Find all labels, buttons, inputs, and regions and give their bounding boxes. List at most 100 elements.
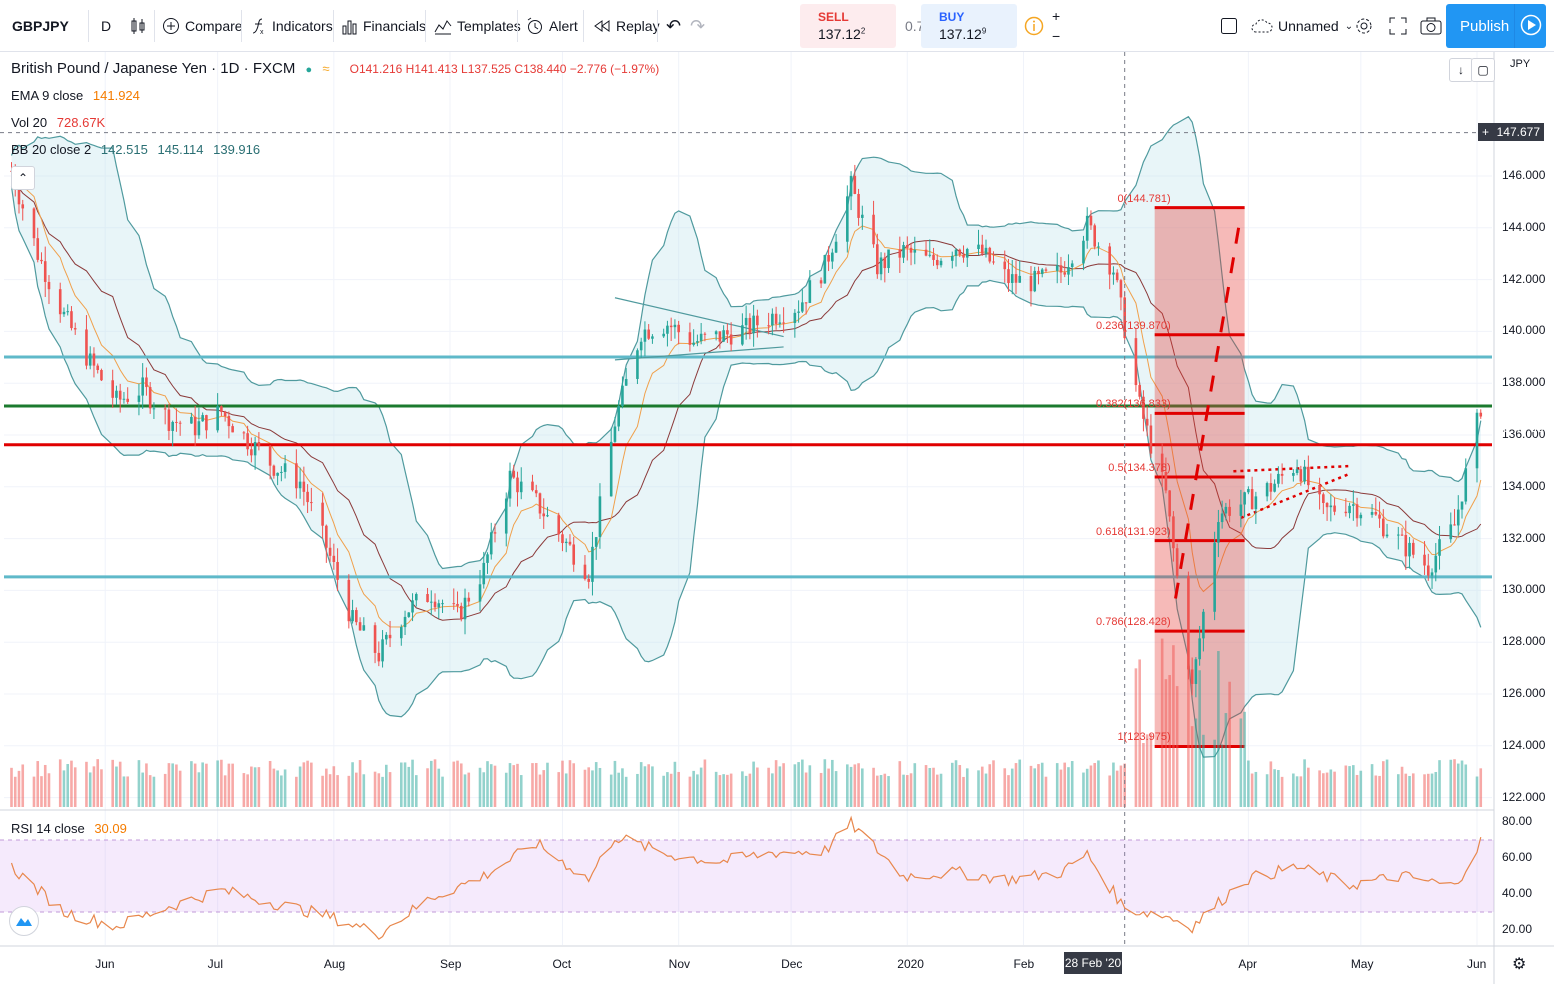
volume-bar	[831, 759, 834, 807]
candle-body	[1254, 496, 1258, 510]
interval-button[interactable]: D	[101, 0, 111, 52]
volume-bar	[73, 767, 77, 807]
candle-body	[1014, 274, 1018, 283]
chevron-down-icon: ⌄	[1344, 20, 1354, 32]
price-chart[interactable]	[0, 52, 1554, 984]
candle-body	[1067, 267, 1070, 275]
fullscreen-button[interactable]	[1389, 0, 1412, 52]
indicator-status-icon: ●	[305, 64, 313, 76]
templates-button[interactable]: Templates	[434, 0, 521, 52]
volume-bar	[1187, 666, 1190, 807]
candle-body	[748, 317, 752, 334]
volume-bar	[583, 769, 587, 807]
candle-body	[1243, 492, 1246, 505]
volume-bar	[197, 772, 201, 807]
candle-body	[932, 254, 935, 260]
quantity-minus-button[interactable]: −	[1052, 26, 1060, 46]
candle-body	[1217, 522, 1220, 543]
candle-body	[347, 579, 351, 622]
candle-body	[1325, 503, 1329, 508]
volume-bar	[980, 766, 984, 807]
volume-bar	[310, 762, 313, 807]
fib-level-label: 0.618(131.923)	[1096, 525, 1171, 538]
time-tick: Sep	[440, 957, 462, 971]
crosshair-date-tag: 28 Feb '20	[1064, 952, 1122, 974]
candle-body	[231, 426, 234, 433]
volume-bar	[325, 768, 328, 807]
volume-bar	[564, 773, 568, 807]
channel-top-line	[1233, 464, 1350, 473]
candle-body	[1172, 516, 1175, 549]
chart-type-button[interactable]	[130, 0, 151, 52]
candle-body	[1295, 469, 1299, 474]
axis-settings-button[interactable]: ⚙	[1512, 954, 1526, 974]
restore-pane-button[interactable]: ▢	[1471, 58, 1495, 82]
candle-body	[950, 255, 954, 261]
buy-button[interactable]: BUY 137.129	[921, 4, 1017, 48]
volume-bar	[846, 764, 849, 807]
legend-ema: EMA 9 close 141.924	[11, 88, 146, 103]
volume-bar	[965, 768, 969, 807]
volume-bar	[992, 760, 995, 807]
quantity-plus-button[interactable]: +	[1052, 6, 1060, 26]
collapse-legend-button[interactable]: ⌃	[11, 166, 35, 190]
select-checkbox[interactable]	[1220, 0, 1243, 52]
volume-bar	[167, 763, 171, 807]
volume-bar	[594, 762, 598, 807]
candle-body	[703, 333, 707, 335]
redo-button[interactable]: ↷	[690, 0, 705, 52]
volume-bar	[385, 764, 388, 807]
replay-button[interactable]: Replay	[593, 0, 660, 52]
candle-body	[325, 525, 328, 548]
volume-bar	[1082, 772, 1085, 807]
volume-bar	[467, 772, 471, 807]
snapshot-button[interactable]	[1420, 0, 1447, 52]
symbol-search[interactable]: GBPJPY	[12, 0, 69, 52]
volume-bar	[1434, 771, 1438, 807]
candle-body	[1149, 425, 1153, 454]
camera-icon	[1420, 17, 1442, 35]
volume-bar	[587, 767, 591, 807]
volume-bar	[88, 772, 92, 807]
candle-body	[1438, 539, 1441, 556]
legend-rsi: RSI 14 close 30.09	[11, 821, 133, 836]
legend-bb: BB 20 close 2 142.515 145.114 139.916	[11, 142, 266, 157]
candle-body	[1003, 261, 1007, 270]
volume-bar	[141, 772, 144, 807]
undo-button[interactable]: ↶	[666, 0, 681, 52]
candle-body	[771, 313, 774, 326]
candle-body	[1063, 272, 1067, 275]
info-button[interactable]	[1024, 0, 1049, 52]
candle-body	[1220, 513, 1224, 523]
triangle-lower-line	[614, 346, 784, 361]
candle-body	[486, 554, 489, 563]
volume-bar	[1299, 776, 1303, 807]
candle-body	[1168, 490, 1171, 517]
volume-bar	[426, 768, 429, 807]
layout-name-button[interactable]: Unnamed ⌄	[1251, 0, 1353, 52]
volume-bar	[205, 763, 208, 807]
candle-body	[935, 259, 939, 266]
publish-button[interactable]: Publish	[1446, 4, 1546, 48]
candle-body	[1460, 501, 1464, 510]
candle-body	[827, 255, 830, 262]
financials-button[interactable]: Financials	[342, 0, 426, 52]
sell-button[interactable]: SELL 137.122	[800, 4, 896, 48]
compare-button[interactable]: Compare	[162, 0, 243, 52]
candle-body	[984, 247, 988, 254]
volume-bar	[988, 764, 992, 807]
rsi-tick: 80.00	[1502, 814, 1533, 828]
volume-bar	[253, 767, 257, 807]
compare-label: Compare	[185, 18, 243, 34]
settings-button[interactable]	[1354, 0, 1379, 52]
volume-bar	[1145, 734, 1149, 807]
volume-bar	[512, 765, 516, 807]
candle-body	[70, 311, 73, 329]
volume-bar	[1085, 768, 1089, 807]
scroll-down-button[interactable]: ↓	[1449, 58, 1473, 82]
volume-bar	[568, 760, 572, 807]
volume-bar	[703, 759, 707, 807]
arrow-down-icon: ↓	[1458, 63, 1464, 77]
indicators-button[interactable]: x Indicators	[251, 0, 333, 52]
alert-button[interactable]: Alert	[526, 0, 578, 52]
